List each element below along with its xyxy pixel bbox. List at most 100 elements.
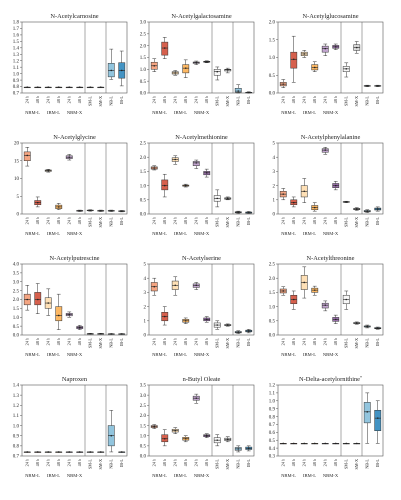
box [234,84,242,94]
chart-panel: N-Acetylphenylalanine 0 1 2 3 4 5 24 h 48 h 24 h 4… [273,134,384,236]
x-category-label: IB-L [246,217,251,226]
x-category-label: IB-L [119,459,124,468]
mean-marker [47,451,50,453]
x-category-label: 24 h [172,95,177,103]
box [44,451,52,453]
group-label: NBM-X [67,352,83,357]
y-tick-label: 0.5 [269,439,276,444]
x-category-label: SM-L [87,338,92,348]
x-category-label: 24 h [193,95,198,103]
y-tick-label: 0.9 [13,79,20,84]
mean-marker [89,86,92,88]
y-tick-label: 2.0 [13,298,20,303]
box-body [34,292,42,306]
x-category-label: IB-L [246,96,251,105]
mean-marker [366,411,369,413]
x-category-label: 24 h [172,458,177,466]
x-category-label: 48 h [183,95,188,103]
box [203,168,211,178]
x-category-label: 24 h [45,216,50,224]
mean-marker [99,332,102,335]
group-label: NBM-X [194,110,210,115]
y-tick-label: 3 [144,291,147,296]
box [311,442,319,445]
box [97,332,105,335]
y-tick-label: 4 [273,156,276,161]
box [224,323,232,327]
box [76,451,84,453]
x-category-label: 48 h [162,458,167,466]
x-category-label: SM-X [98,459,103,469]
mean-marker [216,324,219,326]
y-tick-label: 0.6 [269,431,276,436]
group-label: IBM-L [303,110,316,115]
box [234,210,242,214]
y-tick-label: 0.0 [269,92,276,97]
group-label: IBM-L [47,110,60,115]
box [86,451,94,453]
group-label: NBM-L [152,352,167,357]
box [161,173,169,198]
chart-title: N-Acetylmethionine [175,134,228,141]
y-tick-label: 0.9 [269,407,276,412]
box [374,84,382,87]
box [363,392,371,444]
box [118,451,126,453]
mean-marker [26,86,29,88]
y-tick-label: 1.0 [140,68,147,73]
y-tick-label: 1.0 [269,305,276,310]
box [279,442,287,445]
group-label: NBM-L [281,352,296,357]
box [65,86,73,89]
group-label: NBM-X [323,473,339,478]
y-tick-label: 1.6 [13,34,20,39]
x-category-label: 24 h [301,337,306,345]
box [107,410,115,453]
x-category-label: 48 h [77,95,82,103]
chart-panel: N-Acetylcarnosine0.70.80.91.01.11.21.31.… [13,13,128,115]
x-category-label: SM-L [87,217,92,227]
y-tick-label: 1.0 [269,399,276,404]
x-category-label: 48 h [162,95,167,103]
mean-marker [36,201,39,204]
plot-frame [277,384,384,457]
x-category-label: 48 h [312,216,317,224]
mean-marker [282,442,285,445]
y-tick-label: 0.0 [140,92,147,97]
chart-panel: N-Acetylputrescine 0.0 0.5 1.0 1.5 2.0 2.5 3.0 3… [13,255,128,357]
x-category-label: IB-L [375,338,380,347]
x-category-label: 48 h [162,216,167,224]
y-tick-label: 1.8 [13,21,20,26]
mean-marker [110,69,113,72]
box [97,451,105,453]
mean-marker [99,451,102,453]
box [34,86,42,89]
x-category-label: 24 h [301,216,306,224]
x-category-label: 48 h [204,458,209,466]
x-category-label: 24 h [322,337,327,345]
y-tick-label: 1.5 [140,424,147,429]
mean-marker [120,69,123,72]
mean-marker [78,210,81,212]
mean-marker [334,46,337,48]
box [161,306,169,326]
mean-marker [120,451,123,453]
x-category-label: SM-X [225,338,230,348]
y-tick-label: 2 [273,184,276,189]
mean-marker [355,442,358,445]
mean-marker [89,451,92,453]
box [161,37,169,59]
mean-marker [68,313,71,316]
x-category-label: IB-L [375,96,380,105]
y-tick-label: 10 [14,177,20,182]
box [213,189,221,208]
box [245,329,253,334]
box [171,427,179,434]
box [203,433,211,438]
x-category-label: 48 h [35,95,40,103]
mean-marker [376,417,379,419]
mean-marker [355,46,358,49]
y-tick-label: 2.0 [140,414,147,419]
mean-marker [153,167,156,169]
